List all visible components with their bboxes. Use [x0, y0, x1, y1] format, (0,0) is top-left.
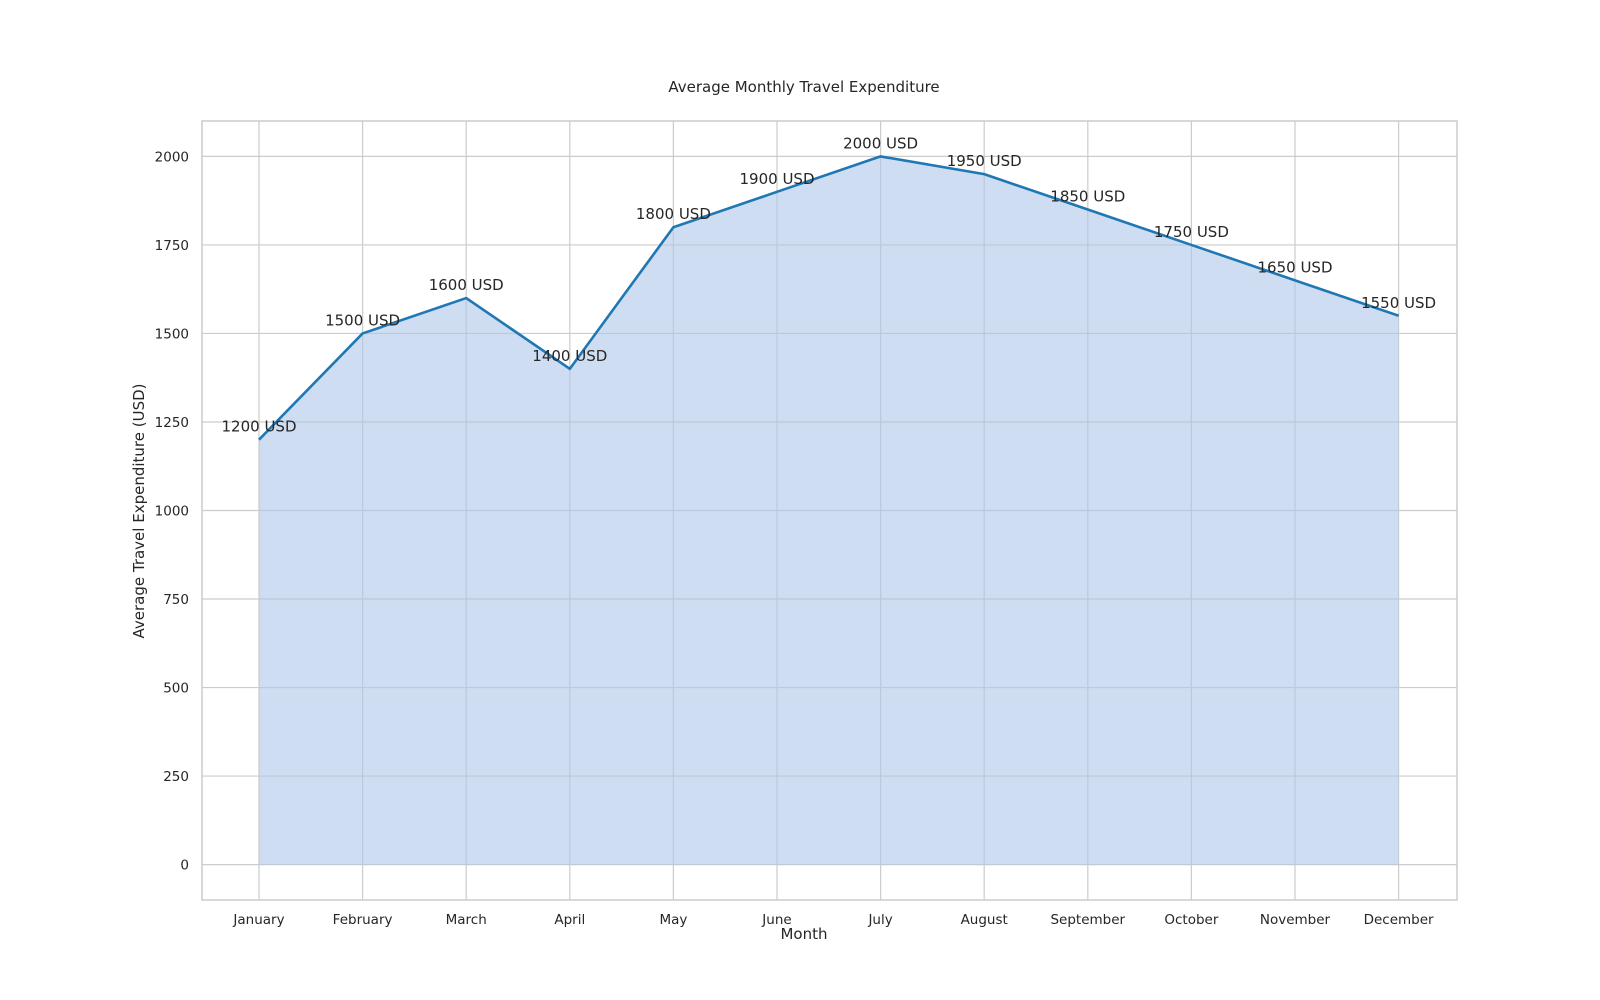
data-label: 1650 USD	[1258, 258, 1333, 276]
data-label: 1200 USD	[222, 418, 297, 436]
x-tick-label: December	[1364, 912, 1434, 928]
data-label: 1800 USD	[636, 205, 711, 223]
y-axis-label: Average Travel Expenditure (USD)	[130, 384, 148, 639]
y-tick-label: 1750	[155, 238, 189, 254]
x-tick-label: June	[761, 912, 791, 928]
data-label: 1850 USD	[1050, 188, 1125, 206]
y-tick-label: 2000	[155, 149, 189, 165]
data-label: 1950 USD	[947, 152, 1022, 170]
area-fill	[259, 156, 1399, 865]
x-tick-label: November	[1260, 912, 1331, 928]
x-tick-label: August	[961, 912, 1008, 928]
data-label: 1600 USD	[429, 276, 504, 294]
x-tick-label: April	[554, 912, 585, 928]
x-tick-label: February	[333, 912, 393, 928]
series-line-layer	[258, 155, 1400, 441]
data-labels: 1200 USD 1500 USD 1600 USD 1400 USD 1800 USD…	[222, 134, 1437, 435]
plot-border	[201, 120, 1458, 901]
data-label: 1750 USD	[1154, 223, 1229, 241]
x-tick-label: September	[1050, 912, 1125, 928]
y-tick-label: 250	[163, 769, 189, 785]
x-tick-label: October	[1164, 912, 1218, 928]
area-fill-layer	[259, 156, 1399, 865]
data-label: 1400 USD	[532, 347, 607, 365]
data-label: 1900 USD	[740, 170, 815, 188]
y-tick-label: 750	[163, 592, 189, 608]
x-tick-label: January	[232, 912, 284, 928]
x-tick-label: March	[446, 912, 487, 928]
chart-title: Average Monthly Travel Expenditure	[668, 78, 939, 96]
x-tick-labels: January February March April May June July Augu…	[232, 912, 1434, 928]
y-tick-label: 500	[163, 681, 189, 697]
data-label: 1500 USD	[325, 311, 400, 329]
x-tick-label: May	[659, 912, 687, 928]
plot-frame	[201, 120, 1458, 901]
x-axis-label: Month	[780, 925, 827, 943]
y-tick-label: 1000	[155, 504, 189, 520]
y-tick-label: 1500	[155, 326, 189, 342]
data-label: 1550 USD	[1361, 294, 1436, 312]
x-tick-label: July	[867, 912, 892, 928]
y-tick-labels: 0 250 500 750 1000 1250 1500 1750 2000	[155, 149, 189, 873]
data-label: 2000 USD	[843, 134, 918, 152]
y-tick-label: 0	[180, 858, 189, 874]
y-tick-label: 1250	[155, 415, 189, 431]
series-line	[258, 155, 1400, 441]
